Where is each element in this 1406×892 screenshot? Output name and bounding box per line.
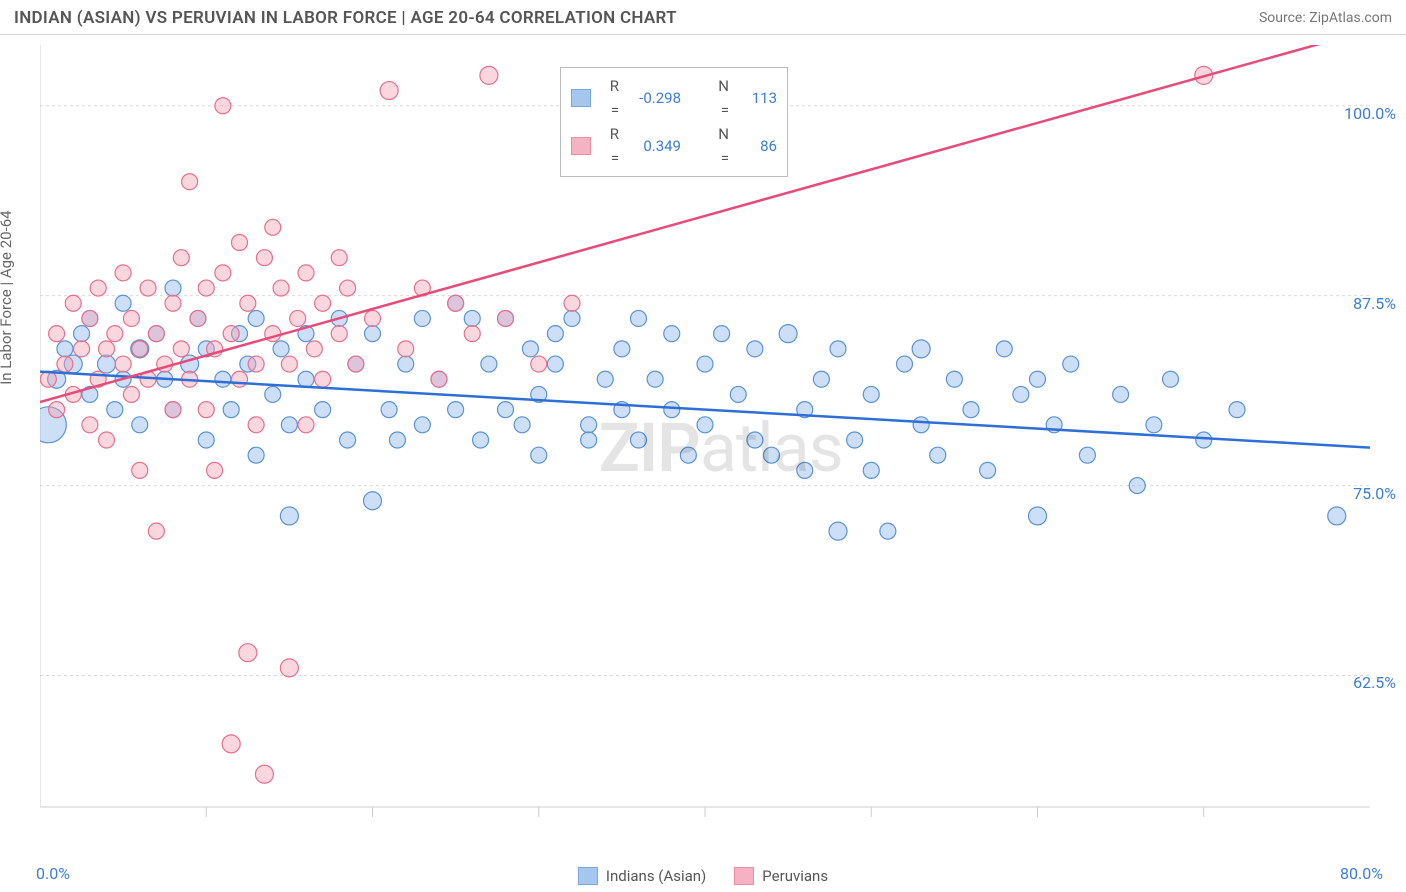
legend-swatch: [578, 867, 598, 885]
legend-label: Peruvians: [762, 867, 828, 885]
legend-item: Peruvians: [734, 867, 828, 885]
x-tick-label: 80.0%: [1340, 864, 1383, 883]
legend-swatch: [571, 89, 591, 107]
y-axis-label: In Labor Force | Age 20-64: [0, 210, 15, 384]
series-legend: Indians (Asian) Peruvians: [578, 867, 828, 885]
y-tick-label: 87.5%: [1353, 294, 1396, 313]
stats-row: R =-0.298N =113: [571, 74, 777, 122]
stats-legend: R =-0.298N =113R =0.349N =86: [560, 67, 788, 177]
legend-label: Indians (Asian): [606, 867, 706, 885]
legend-item: Indians (Asian): [578, 867, 706, 885]
chart-title: INDIAN (ASIAN) VS PERUVIAN IN LABOR FORC…: [14, 8, 677, 28]
legend-swatch: [734, 867, 754, 885]
y-tick-label: 100.0%: [1344, 104, 1396, 123]
y-tick-label: 75.0%: [1353, 484, 1396, 503]
legend-swatch: [571, 137, 591, 155]
x-tick-label: 0.0%: [36, 864, 70, 883]
chart-area: In Labor Force | Age 20-64 ZIPatlas R =-…: [0, 35, 1406, 891]
y-tick-label: 62.5%: [1353, 673, 1396, 692]
source-label: Source: ZipAtlas.com: [1259, 10, 1392, 26]
stats-row: R =0.349N =86: [571, 122, 777, 170]
